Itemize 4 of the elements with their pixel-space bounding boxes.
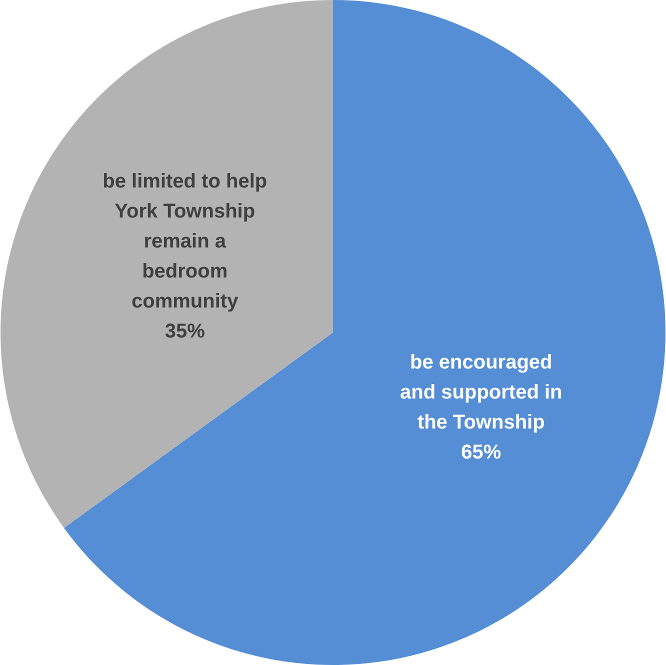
data-label: 35% [164, 320, 206, 343]
slice-label: be encouraged and supported in the Township [400, 351, 562, 434]
data-label: 65% [461, 441, 502, 464]
slice-label: be limited to help York Township remain a bedroom community [102, 170, 268, 313]
